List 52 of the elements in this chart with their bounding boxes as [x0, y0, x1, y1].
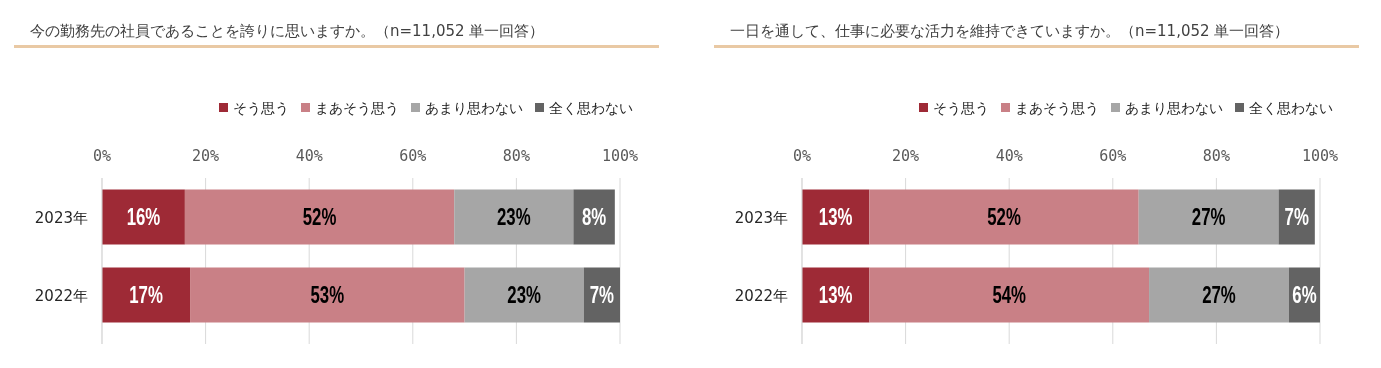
data-label: 23% [507, 282, 542, 308]
legend-label: そう思う [933, 100, 989, 116]
y-tick-label: 2022年 [734, 287, 788, 305]
data-label: 52% [302, 204, 337, 230]
data-label: 17% [129, 282, 163, 308]
x-tick-label: 100% [1301, 147, 1339, 165]
bar [102, 267, 191, 323]
data-label: 8% [581, 204, 607, 230]
bar [1138, 189, 1279, 245]
x-tick-label: 100% [601, 147, 639, 165]
legend-label: まあそう思う [315, 100, 399, 116]
x-tick-label: 80% [1202, 147, 1230, 165]
data-label: 27% [1191, 204, 1226, 230]
data-label: 23% [497, 204, 531, 230]
data-label: 13% [818, 282, 853, 308]
bar [454, 189, 574, 245]
chart-title: 一日を通して、仕事に必要な活力を維持できていますか。（n=11,052 単一回答） [730, 22, 1290, 40]
data-label: 53% [310, 282, 345, 308]
data-label: 7% [1284, 204, 1309, 230]
data-label: 6% [1292, 282, 1317, 308]
bar [190, 267, 465, 323]
x-tick-label: 40% [995, 147, 1023, 165]
legend-label: あまり思わない [425, 100, 523, 116]
x-tick-label: 40% [295, 147, 323, 165]
data-label: 54% [992, 282, 1027, 308]
bar [184, 189, 455, 245]
bar [102, 189, 185, 245]
x-tick-label: 80% [502, 147, 530, 165]
legend-label: 全く思わない [549, 100, 633, 116]
data-label: 52% [987, 204, 1021, 230]
x-tick-label: 0% [92, 147, 112, 165]
x-tick-label: 20% [192, 147, 220, 165]
legend-label: あまり思わない [1125, 100, 1223, 116]
data-label: 16% [126, 204, 161, 230]
legend-label: 全く思わない [1249, 100, 1333, 116]
y-tick-label: 2023年 [734, 209, 788, 227]
data-label: 7% [589, 282, 615, 308]
x-tick-label: 0% [792, 147, 812, 165]
x-tick-label: 60% [1099, 147, 1127, 165]
bar [1149, 267, 1289, 323]
bar [869, 267, 1150, 323]
bar [869, 189, 1139, 245]
legend-label: そう思う [233, 100, 289, 116]
x-tick-label: 20% [892, 147, 920, 165]
chart-title: 今の勤務先の社員であることを誇りに思いますか。（n=11,052 単一回答） [30, 22, 545, 40]
y-tick-label: 2023年 [34, 209, 88, 227]
legend-label: まあそう思う [1015, 100, 1099, 116]
y-tick-label: 2022年 [34, 287, 88, 305]
bar [464, 267, 584, 323]
data-label: 13% [818, 204, 853, 230]
x-tick-label: 60% [399, 147, 427, 165]
data-label: 27% [1202, 282, 1236, 308]
